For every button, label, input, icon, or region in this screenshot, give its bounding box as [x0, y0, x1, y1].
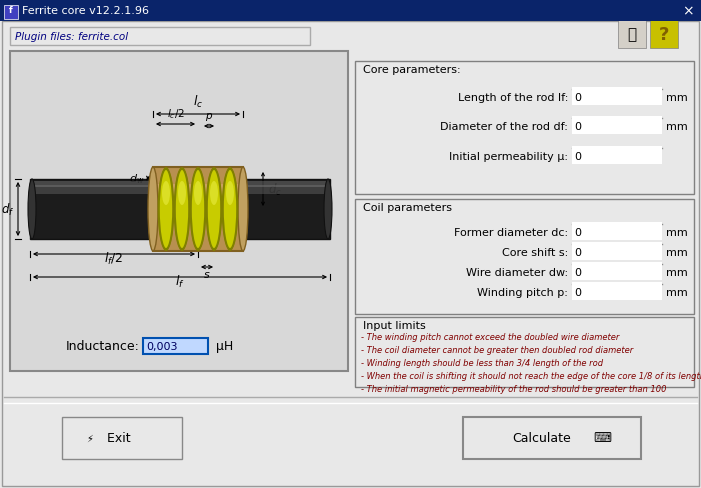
Bar	[572, 223, 662, 241]
Text: Core shift s:: Core shift s:	[502, 247, 568, 258]
Text: - The winding pitch cannot exceed the doubled wire diameter: - The winding pitch cannot exceed the do…	[361, 333, 620, 342]
Text: $p$: $p$	[205, 111, 213, 123]
Text: 0: 0	[574, 247, 581, 258]
Text: - The coil diameter cannot be greater then doubled rod diameter: - The coil diameter cannot be greater th…	[361, 346, 633, 355]
Text: $l_f$: $l_f$	[175, 273, 185, 289]
Ellipse shape	[324, 180, 332, 240]
Ellipse shape	[28, 180, 36, 240]
Bar	[572, 263, 662, 281]
Text: Inductance:: Inductance:	[66, 340, 140, 353]
Text: ?: ?	[659, 26, 669, 44]
Ellipse shape	[189, 168, 206, 251]
Ellipse shape	[194, 182, 202, 205]
Ellipse shape	[175, 170, 189, 249]
Text: ⚡: ⚡	[86, 433, 93, 443]
Ellipse shape	[148, 168, 158, 251]
Bar	[0, 0, 701, 22]
Ellipse shape	[226, 182, 234, 205]
Bar	[463, 417, 641, 459]
Bar	[618, 21, 646, 49]
Text: Exit: Exit	[103, 431, 131, 445]
Text: 0: 0	[574, 287, 581, 297]
Bar	[10, 52, 348, 371]
Text: Length of the rod lf:: Length of the rod lf:	[458, 93, 568, 103]
Text: f: f	[9, 6, 13, 16]
Text: Winding pitch p:: Winding pitch p:	[477, 287, 568, 297]
Bar	[143, 338, 208, 354]
Bar	[355, 62, 694, 195]
Bar	[572, 117, 662, 135]
Bar	[10, 28, 310, 46]
Text: Diameter of the rod df:: Diameter of the rod df:	[440, 122, 568, 132]
Bar	[30, 180, 330, 240]
Ellipse shape	[159, 170, 173, 249]
Ellipse shape	[174, 168, 191, 251]
Text: ×: ×	[682, 4, 694, 18]
Ellipse shape	[207, 170, 221, 249]
Bar	[62, 417, 182, 459]
Text: Coil parameters: Coil parameters	[363, 203, 452, 213]
Text: mm: mm	[666, 122, 688, 132]
Text: $d_w$: $d_w$	[128, 172, 144, 185]
Bar	[572, 147, 662, 164]
Text: 🖥: 🖥	[627, 27, 637, 42]
Ellipse shape	[205, 168, 222, 251]
Text: Calculate: Calculate	[512, 431, 571, 445]
Bar	[355, 200, 694, 314]
Ellipse shape	[222, 168, 238, 251]
Text: 0: 0	[574, 227, 581, 238]
Text: mm: mm	[666, 93, 688, 103]
Text: 0: 0	[574, 122, 581, 132]
Text: mm: mm	[666, 267, 688, 278]
Text: Initial permeability μ:: Initial permeability μ:	[449, 152, 568, 162]
Text: - When the coil is shifting it should not reach the edge of the core 1/8 of its : - When the coil is shifting it should no…	[361, 372, 701, 381]
Text: Former diameter dc:: Former diameter dc:	[454, 227, 568, 238]
Text: $d_c$: $d_c$	[268, 182, 282, 198]
Ellipse shape	[210, 182, 218, 205]
Text: $l_c$: $l_c$	[193, 94, 203, 110]
Bar	[30, 185, 330, 195]
Text: 0: 0	[574, 152, 581, 162]
Text: Wire diameter dw:: Wire diameter dw:	[466, 267, 568, 278]
Text: $s$: $s$	[203, 269, 211, 280]
Text: Ferrite core v12.2.1.96: Ferrite core v12.2.1.96	[22, 6, 149, 16]
Text: mm: mm	[666, 287, 688, 297]
Text: mm: mm	[666, 227, 688, 238]
Text: - The initial magnetic permeability of the rod should be greater than 100: - The initial magnetic permeability of t…	[361, 385, 667, 394]
Text: 0,003: 0,003	[146, 341, 177, 351]
Bar	[355, 317, 694, 387]
Text: Core parameters:: Core parameters:	[363, 65, 461, 75]
Ellipse shape	[238, 168, 248, 251]
Bar	[572, 283, 662, 301]
Bar	[153, 184, 243, 197]
Ellipse shape	[223, 170, 237, 249]
Text: $d_f$: $d_f$	[1, 202, 14, 218]
Text: 0: 0	[574, 93, 581, 103]
Ellipse shape	[158, 168, 175, 251]
Bar	[4, 6, 18, 20]
Text: mm: mm	[666, 247, 688, 258]
Text: $l_c/2$: $l_c/2$	[167, 107, 184, 121]
Text: μH: μH	[216, 340, 233, 353]
Ellipse shape	[178, 182, 186, 205]
Ellipse shape	[191, 170, 205, 249]
Bar	[30, 182, 330, 188]
Text: Plugin files: ferrite.col: Plugin files: ferrite.col	[15, 32, 128, 42]
Text: ⌨: ⌨	[593, 431, 611, 445]
Text: 0: 0	[574, 267, 581, 278]
Ellipse shape	[162, 182, 170, 205]
Text: $l_f/2$: $l_f/2$	[104, 250, 123, 266]
Bar	[572, 88, 662, 106]
Bar	[572, 243, 662, 261]
Bar	[650, 21, 678, 49]
Text: Input limits: Input limits	[363, 320, 426, 330]
Text: - Winding length should be less than 3/4 length of the rod: - Winding length should be less than 3/4…	[361, 359, 603, 368]
Bar	[153, 168, 243, 251]
